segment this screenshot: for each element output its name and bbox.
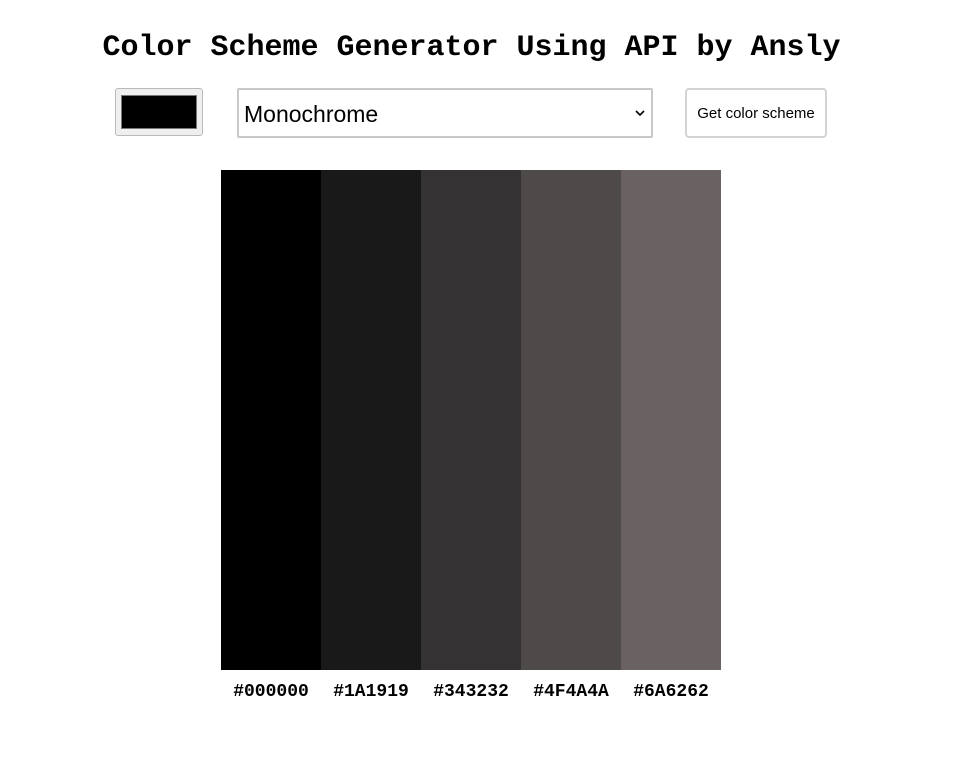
color-palette [221, 170, 721, 670]
chevron-down-icon [635, 110, 645, 117]
color-hex-label: #6A6262 [633, 682, 709, 702]
color-hex-label: #1A1919 [333, 682, 409, 702]
color-swatch [421, 170, 521, 670]
color-hex-label: #000000 [233, 682, 309, 702]
controls-bar: Monochrome Get color scheme [0, 88, 965, 138]
color-swatch [221, 170, 321, 670]
get-color-scheme-button[interactable]: Get color scheme [685, 88, 827, 138]
color-hex-label: #343232 [433, 682, 509, 702]
scheme-mode-value: Monochrome [244, 101, 379, 127]
color-swatch [621, 170, 721, 670]
color-swatch [521, 170, 621, 670]
color-hex-labels: #000000 #1A1919 #343232 #4F4A4A #6A6262 [221, 680, 721, 704]
seed-color-swatch [121, 95, 197, 129]
scheme-mode-select[interactable]: Monochrome [237, 88, 653, 138]
color-hex-label: #4F4A4A [533, 682, 609, 702]
seed-color-picker[interactable] [115, 88, 203, 136]
color-swatch [321, 170, 421, 670]
page-title: Color Scheme Generator Using API by Ansl… [102, 31, 841, 65]
